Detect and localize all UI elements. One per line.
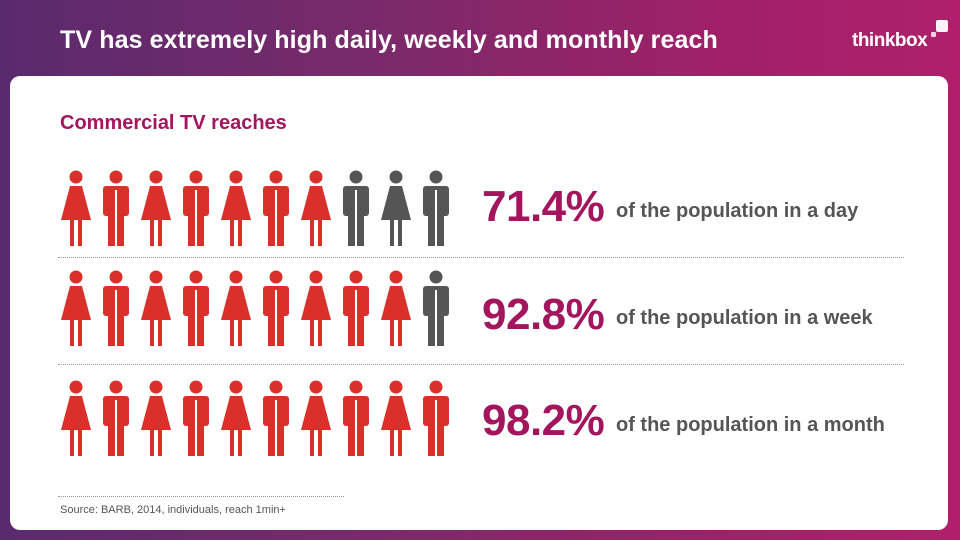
row-divider-1	[58, 257, 904, 258]
figure-day-7-reached	[301, 170, 331, 246]
pct-label-month: of the population in a month	[616, 414, 885, 436]
figure-month-3-reached	[141, 380, 171, 456]
pct-label-day: of the population in a day	[616, 200, 859, 222]
chart-subtitle: Commercial TV reaches	[60, 112, 287, 134]
figure-month-7-reached	[301, 380, 331, 456]
figure-day-1-reached	[61, 170, 91, 246]
figure-month-6-reached	[263, 380, 289, 456]
figure-day-6-reached	[263, 170, 289, 246]
pictograph-week	[61, 270, 449, 346]
figure-day-4-reached	[183, 170, 209, 246]
figure-day-3-reached	[141, 170, 171, 246]
pictograph-month	[61, 380, 449, 456]
figure-day-5-reached	[221, 170, 251, 246]
pct-label-week: of the population in a week	[616, 307, 873, 329]
figure-week-6-reached	[263, 270, 289, 346]
figure-week-5-reached	[221, 270, 251, 346]
reach-row-month: 98.2% of the population in a month	[0, 380, 960, 480]
figure-day-10-not-reached	[423, 170, 449, 246]
figure-week-10-not-reached	[423, 270, 449, 346]
figure-week-3-reached	[141, 270, 171, 346]
figure-week-7-reached	[301, 270, 331, 346]
figure-week-2-reached	[103, 270, 129, 346]
figure-day-2-reached	[103, 170, 129, 246]
figure-month-1-reached	[61, 380, 91, 456]
figure-month-10-reached	[423, 380, 449, 456]
figure-week-8-reached	[343, 270, 369, 346]
logo-mark-small-icon	[931, 32, 936, 37]
figure-month-8-reached	[343, 380, 369, 456]
figure-month-9-reached	[381, 380, 411, 456]
reach-row-week: 92.8% of the population in a week	[0, 270, 960, 370]
thinkbox-logo: thinkbox	[852, 30, 928, 51]
slide-title: TV has extremely high daily, weekly and …	[60, 26, 718, 54]
figure-day-8-not-reached	[343, 170, 369, 246]
pictograph-day	[61, 170, 449, 246]
figure-day-9-not-reached	[381, 170, 411, 246]
figure-week-9-reached	[381, 270, 411, 346]
source-note: Source: BARB, 2014, individuals, reach 1…	[60, 504, 286, 516]
figure-week-4-reached	[183, 270, 209, 346]
figure-month-5-reached	[221, 380, 251, 456]
source-divider	[58, 496, 344, 497]
reach-row-day: 71.4% of the population in a day	[0, 170, 960, 270]
logo-mark-icon	[936, 20, 948, 32]
figure-week-1-reached	[61, 270, 91, 346]
figure-month-2-reached	[103, 380, 129, 456]
pct-value-month: 98.2%	[482, 396, 605, 445]
figure-month-4-reached	[183, 380, 209, 456]
pct-value-week: 92.8%	[482, 290, 605, 339]
row-divider-2	[58, 364, 904, 365]
pct-value-day: 71.4%	[482, 182, 605, 231]
